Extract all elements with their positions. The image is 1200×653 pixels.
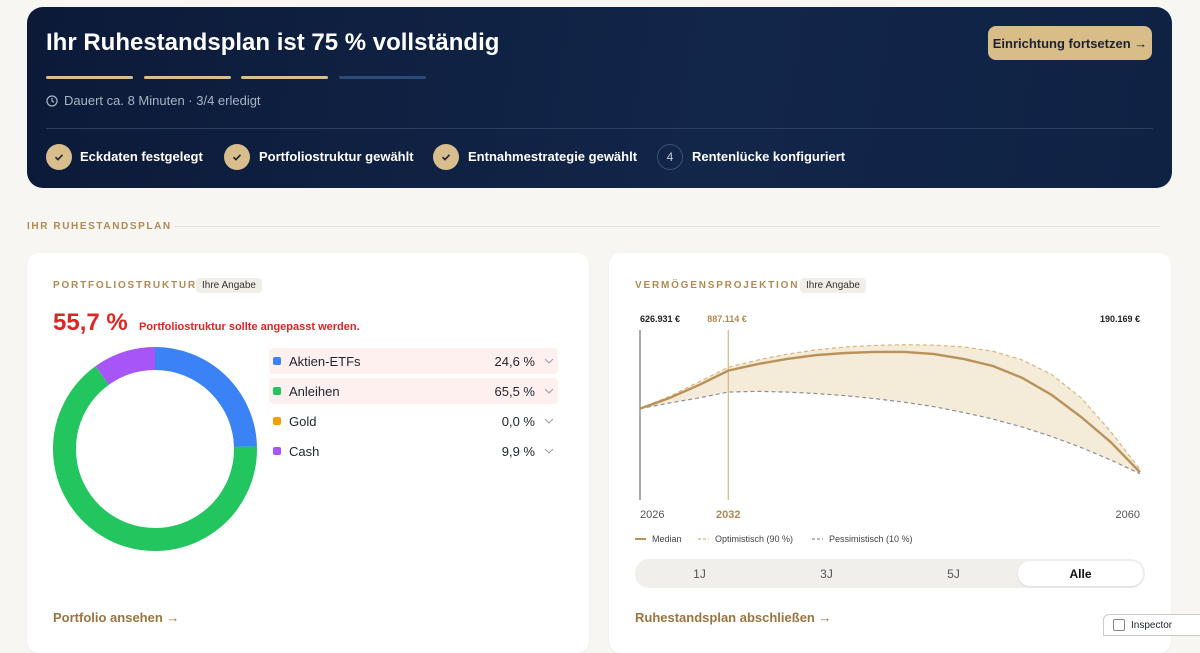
progress-segment: [143, 76, 231, 79]
header-title: Ihr Ruhestandsplan ist 75 % vollständig: [46, 29, 500, 56]
section-label: IHR RUHESTANDSPLAN: [27, 221, 172, 232]
continue-button[interactable]: Einrichtung fortsetzen →: [988, 26, 1152, 60]
range-tab[interactable]: 5J: [947, 566, 960, 581]
tabs: 1J 3J 5J Alle: [635, 559, 1145, 588]
warning: Portfoliostruktur sollte angepasst werde…: [139, 321, 360, 333]
allocation-value: 24,6 %: [494, 354, 535, 369]
step-label: Rentenlücke konfiguriert: [692, 149, 846, 164]
section-line: [175, 226, 1160, 227]
card-heading: PORTFOLIOSTRUKTUR: [53, 280, 197, 291]
allocation-name: Gold: [289, 414, 317, 429]
check-icon: [232, 154, 242, 161]
range-tab[interactable]: 1J: [693, 566, 706, 581]
score: 55,7 %: [53, 309, 128, 336]
portfolio-card: PORTFOLIOSTRUKTUR Ihre Angabe 55,7 % Por…: [27, 253, 589, 653]
value-label: 190.169 €: [1100, 314, 1140, 324]
range-tab[interactable]: 3J: [820, 566, 833, 581]
progress-segment: [241, 76, 328, 79]
divider: [46, 128, 1153, 129]
portfolio-link[interactable]: Portfolio ansehen →: [53, 610, 180, 625]
x-tick-label: 2032: [716, 509, 740, 521]
step-indicator: [224, 144, 250, 170]
step-indicator: [433, 144, 459, 170]
allocation-value: 65,5 %: [494, 384, 535, 399]
legend-label: Optimistisch (90 %): [715, 534, 793, 544]
check-icon: [441, 154, 451, 161]
chevron: [544, 418, 554, 424]
chevron: [544, 388, 554, 394]
color-dot: [273, 357, 281, 365]
series-line: [639, 350, 1141, 474]
allocation-row[interactable]: Aktien-ETFs 24,6 %: [269, 348, 558, 374]
badge: Ihre Angabe: [196, 278, 262, 293]
check-icon: [54, 154, 64, 161]
range-tab[interactable]: Alle: [1018, 561, 1143, 586]
inspector-overlay[interactable]: Inspector: [1103, 614, 1200, 636]
step-indicator: 4: [657, 144, 683, 170]
donut-segment: [53, 366, 257, 551]
step-indicator: [46, 144, 72, 170]
donut-segment: [95, 347, 156, 386]
projection-link[interactable]: Ruhestandsplan abschließen →: [635, 610, 832, 625]
step-number: 4: [666, 150, 674, 164]
legend-label: Pessimistisch (10 %): [829, 534, 913, 544]
header-card: Ihr Ruhestandsplan ist 75 % vollständig …: [27, 7, 1172, 188]
progress-segment: [338, 76, 426, 79]
inspector-label: Inspector: [1131, 620, 1173, 631]
clock-icon: [46, 95, 58, 107]
donut-segment: [154, 347, 257, 448]
color-dot: [273, 447, 281, 455]
value-label: 887.114 €: [707, 314, 747, 324]
value-label: 626.931 €: [640, 314, 680, 324]
chevron: [544, 448, 554, 454]
allocation-row[interactable]: Gold 0,0 %: [269, 408, 558, 434]
allocation-value: 9,9 %: [501, 444, 535, 459]
allocation-name: Cash: [289, 444, 320, 459]
x-tick-label: 2060: [1116, 509, 1140, 521]
page: Ihr Ruhestandsplan ist 75 % vollständig …: [27, 7, 1200, 653]
card-heading: VERMÖGENSPROJEKTION: [635, 280, 800, 291]
legend-label: Median: [652, 534, 682, 544]
series-line: [639, 390, 1141, 475]
chevron: [544, 358, 554, 364]
color-dot: [273, 417, 281, 425]
allocation-value: 0,0 %: [501, 414, 535, 429]
series-line: [639, 344, 1141, 470]
allocation-name: Aktien-ETFs: [289, 354, 361, 369]
progress-segment: [46, 76, 133, 79]
badge: Ihre Angabe: [800, 278, 866, 293]
header-meta: Dauert ca. 8 Minuten · 3/4 erledigt: [64, 93, 261, 108]
allocation-row[interactable]: Cash 9,9 %: [269, 438, 558, 464]
step-label: Portfoliostruktur gewählt: [259, 149, 414, 164]
projection-band: [640, 344, 1140, 474]
step-label: Entnahmestrategie gewählt: [468, 149, 638, 164]
x-tick-label: 2026: [640, 509, 664, 521]
allocation-row[interactable]: Anleihen 65,5 %: [269, 378, 558, 404]
step-label: Eckdaten festgelegt: [80, 149, 203, 164]
donut: [53, 347, 257, 551]
allocation-name: Anleihen: [289, 384, 340, 399]
color-dot: [273, 387, 281, 395]
projection-chart: 2026 2032 2060 626.931 € 887.114 € 190.169 € M…: [635, 314, 1141, 544]
projection-card: VERMÖGENSPROJEKTION Ihre Angabe 1J 3J 5J Al…: [609, 253, 1171, 653]
